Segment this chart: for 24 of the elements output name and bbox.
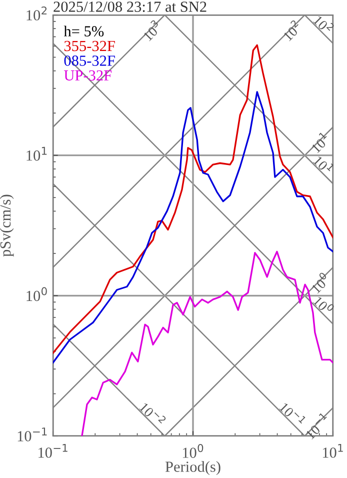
y-tick-label: 10$^{0}$ [26,287,47,302]
x-tick-label: 10$^{0}$ [182,444,204,458]
x-axis-title: Period(s) [165,461,220,476]
x-tick-label: 10$^{−1}$ [38,444,68,458]
annotation: 10$^{0}$ [312,294,335,316]
annotation: 10$^{1}$ [308,132,331,154]
annotation: 10$^{2}$ [312,13,335,35]
annotation: 10$^{−2}$ [138,400,166,428]
text: UP-32F [64,70,112,81]
annotation: 10$^{1}$ [312,153,335,176]
annotation: 10$^{−1}$ [305,412,327,440]
y-tick-label: 10$^{2}$ [26,6,47,20]
annotation: 10$^{−1}$ [278,400,306,428]
annotation: 10$^{3}$ [140,19,162,42]
annotation: 10$^{0}$ [308,272,331,294]
y-tick-label: 10$^{1}$ [26,146,47,161]
chart-title: 2025/12/08 23:17 at SN2 [54,2,206,12]
text: 355-32F [64,40,115,52]
annotation: 10$^{2}$ [280,20,302,42]
text: 085-32F [64,56,115,66]
legend-title: h= 5% [64,26,104,36]
x-tick-label: 10$^{1}$ [322,444,343,458]
y-axis-title: pSv(cm/s) [0,194,14,257]
y-tick-label: 10$^{−1}$ [18,428,47,442]
